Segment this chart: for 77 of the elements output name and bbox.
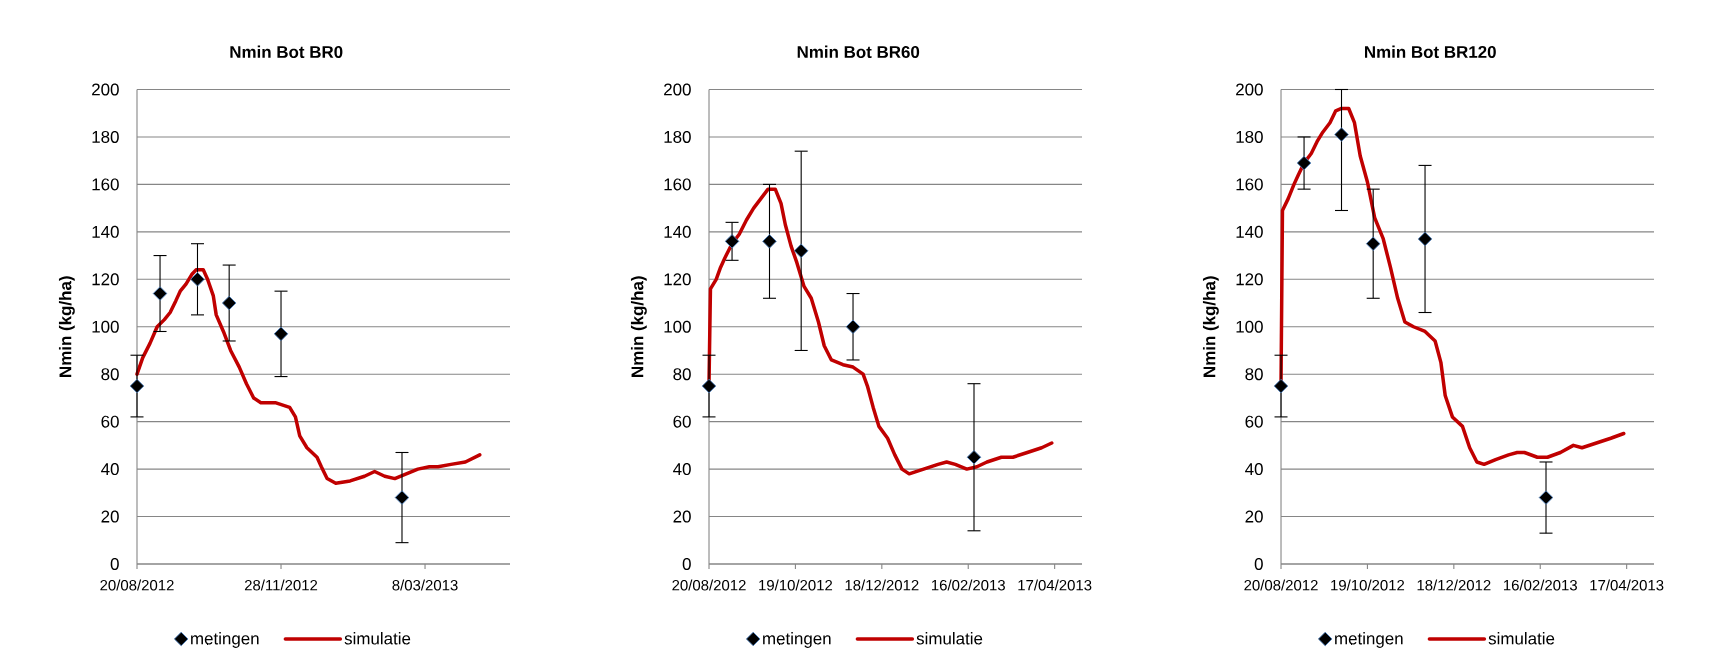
legend-label: simulatie [344, 632, 411, 645]
point [966, 450, 982, 465]
x-tick-label: 19/10/2012 [1331, 579, 1405, 591]
y-tick-label: 60 [1245, 415, 1263, 428]
point [845, 319, 861, 334]
y-tick-label: 100 [664, 320, 691, 333]
x-tick-label: 20/08/2012 [100, 579, 174, 591]
x-tick-label: 17/04/2013 [1018, 579, 1092, 591]
chart-title: Nmin Bot BR0 [230, 45, 343, 58]
y-tick-label: 120 [664, 273, 691, 286]
y-tick-label: 20 [1245, 510, 1263, 523]
x-tick-label: 16/02/2013 [931, 579, 1005, 591]
legend-label: metingen [191, 632, 259, 648]
point [1417, 231, 1433, 247]
chart-title: Nmin Bot BR60 [797, 45, 920, 58]
x-tick-label: 16/02/2013 [1503, 579, 1577, 591]
y-tick-label: 80 [1245, 368, 1263, 381]
x-tick-label: 18/12/2012 [845, 579, 919, 591]
point [1538, 490, 1554, 505]
y-axis-title: Nmin (kg/ha) [1202, 276, 1219, 377]
y-tick-label: 140 [664, 225, 691, 238]
y-tick-label: 200 [664, 83, 691, 96]
y-tick-label: 20 [101, 510, 119, 523]
y-tick-label: 160 [92, 178, 119, 191]
y-tick-label: 40 [673, 463, 691, 476]
point [724, 234, 740, 249]
point [273, 326, 289, 342]
point [1334, 127, 1349, 142]
x-tick-label: 20/08/2012 [672, 579, 746, 591]
y-tick-label: 140 [1236, 225, 1263, 238]
point [762, 234, 777, 249]
x-tick-label: 19/10/2012 [759, 579, 833, 591]
point [701, 378, 717, 394]
y-tick-label: 180 [92, 130, 119, 143]
y-tick-label: 80 [101, 368, 119, 381]
x-tick-label: 17/04/2013 [1590, 579, 1664, 591]
y-tick-label: 60 [101, 415, 119, 428]
y-tick-label: 180 [1236, 130, 1263, 143]
y-tick-label: 80 [673, 368, 691, 381]
y-tick-label: 40 [101, 463, 119, 476]
legend-label: metingen [1335, 632, 1403, 648]
y-tick-label: 180 [664, 130, 691, 143]
x-tick-label: 28/11/2012 [244, 579, 318, 591]
y-tick-label: 200 [1236, 83, 1263, 96]
point [1296, 155, 1312, 171]
y-tick-label: 160 [664, 178, 691, 191]
point [1365, 236, 1381, 251]
point [190, 272, 205, 287]
y-tick-label: 0 [110, 558, 119, 570]
x-tick-label: 20/08/2012 [1244, 579, 1318, 591]
line-series [135, 268, 482, 486]
point [793, 243, 809, 259]
point [152, 286, 168, 301]
y-tick-label: 40 [1245, 463, 1263, 476]
point [129, 378, 145, 394]
y-tick-label: 120 [1236, 273, 1263, 286]
x-tick-label: 8/03/2013 [392, 579, 458, 591]
y-axis-title: Nmin (kg/ha) [58, 276, 75, 377]
y-tick-label: 0 [1254, 558, 1263, 570]
y-tick-label: 120 [92, 273, 119, 286]
y-tick-label: 60 [673, 415, 691, 428]
y-tick-label: 140 [92, 225, 119, 238]
point [394, 490, 410, 505]
y-tick-label: 100 [1236, 320, 1263, 333]
legend-label: metingen [763, 632, 831, 648]
y-tick-label: 160 [1236, 178, 1263, 191]
legend-label: simulatie [1488, 632, 1555, 645]
chart-title: Nmin Bot BR120 [1365, 45, 1496, 58]
x-tick-label: 18/12/2012 [1417, 579, 1491, 591]
y-tick-label: 0 [682, 558, 691, 570]
legend-label: simulatie [916, 632, 983, 645]
y-tick-label: 100 [92, 320, 119, 333]
y-axis-title: Nmin (kg/ha) [630, 276, 647, 377]
y-tick-label: 200 [92, 83, 119, 96]
point [1273, 378, 1289, 394]
point [221, 295, 237, 311]
y-tick-label: 20 [673, 510, 691, 523]
